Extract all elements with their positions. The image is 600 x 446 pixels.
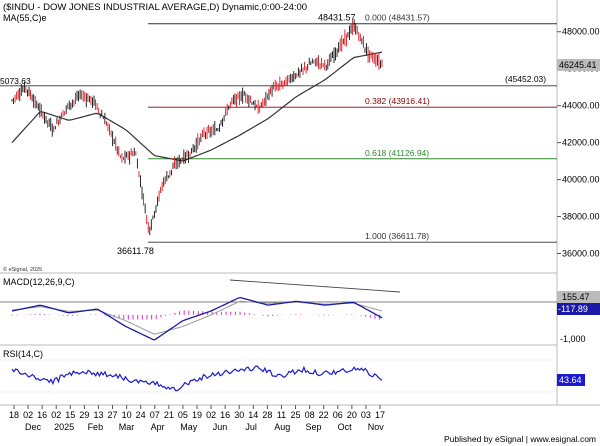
price-ytick-label: 48000.00	[562, 27, 600, 37]
x-tick-label: 27	[108, 410, 118, 420]
macd-value-1-box: 155.47	[557, 291, 600, 303]
x-tick-label: 14	[248, 410, 258, 420]
x-tick-label: 16	[220, 410, 230, 420]
annotation-45073: 5073.63	[0, 76, 31, 86]
price-ytick-label: 36000.00	[562, 249, 600, 259]
macd-line	[11, 296, 383, 341]
fib-label-2: 0.618 (41126.94)	[365, 148, 429, 158]
macd-value-2-box: -117.89	[557, 303, 600, 315]
x-axis: 18 02 16 02 15 29 13 27 10 24 07 21 05 19 02 16 30 14 28 11…	[9, 405, 385, 432]
macd-value-1: 155.47	[562, 292, 590, 302]
x-month-label: Oct	[338, 422, 353, 432]
x-tick-label: 02	[206, 410, 216, 420]
last-price-label: 46245.41	[559, 60, 597, 70]
x-month-label: Nov	[368, 422, 385, 432]
x-month-label: Sep	[305, 422, 321, 432]
x-month-label: May	[180, 422, 198, 432]
x-tick-label: 29	[79, 410, 89, 420]
x-tick-label: 02	[51, 410, 61, 420]
macd-legend: MACD(12,26,9,C)	[3, 277, 75, 287]
x-tick-label: 15	[65, 410, 75, 420]
rsi-value: 43.64	[559, 375, 582, 385]
fib-label-3: 1.000 (36611.78)	[365, 231, 429, 241]
ma-55-line	[11, 51, 383, 162]
x-tick-label: 13	[93, 410, 103, 420]
x-month-label: Mar	[119, 422, 135, 432]
x-tick-label: 03	[361, 410, 371, 420]
x-tick-label: 25	[291, 410, 301, 420]
x-tick-label: 06	[333, 410, 343, 420]
chart-title: ($INDU - DOW JONES INDUSTRIAL AVERAGE,D)…	[3, 2, 307, 13]
macd-value-2: -117.89	[558, 304, 588, 314]
price-annotations: 5073.63 48431.57 36611.78	[0, 13, 356, 256]
macd-histogram	[11, 310, 381, 320]
x-tick-label: 19	[192, 410, 202, 420]
x-tick-label: 05	[178, 410, 188, 420]
macd-signal-line	[11, 300, 383, 335]
x-tick-label: 18	[9, 410, 19, 420]
x-tick-label: 30	[234, 410, 244, 420]
x-month-label: Feb	[88, 422, 104, 432]
x-month-label: Dec	[25, 422, 42, 432]
price-candles	[11, 19, 383, 236]
rsi-value-box: 43.64	[557, 374, 585, 386]
macd-divergence-line	[229, 279, 401, 293]
x-month-label: 2025	[54, 422, 74, 432]
x-month-label: Apr	[151, 422, 165, 432]
annotation-high: 48431.57	[318, 13, 356, 23]
x-tick-label: 02	[23, 410, 33, 420]
level-label-45452: (45452.03)	[505, 74, 546, 84]
x-month-label: Jul	[245, 422, 257, 432]
x-tick-label: 11	[277, 410, 286, 420]
copyright-text: © eSignal, 2025	[3, 266, 42, 273]
x-month-label: Aug	[274, 422, 290, 432]
x-tick-label: 24	[136, 410, 146, 420]
price-ytick-label: 44000.00	[562, 101, 600, 111]
x-tick-label: 08	[305, 410, 315, 420]
footer-text: Published by eSignal | www.esignal.com	[444, 434, 596, 444]
fibonacci-levels: 0.000 (48431.57) 0.382 (43916.41) 0.618 (4…	[148, 13, 557, 243]
macd-ytick: -1,000	[560, 334, 586, 344]
x-month-label: Jun	[213, 422, 228, 432]
annotation-low: 36611.78	[117, 246, 154, 256]
fib-label-0: 0.000 (48431.57)	[365, 13, 430, 23]
last-price-box: 46245.41	[557, 59, 600, 71]
fib-label-1: 0.382 (43916.41)	[365, 96, 430, 106]
x-tick-label: 16	[37, 410, 47, 420]
x-tick-label: 20	[347, 410, 357, 420]
price-ytick-label: 40000.00	[562, 175, 600, 185]
price-panel	[0, 0, 558, 405]
price-ytick-label: 42000.00	[562, 138, 600, 148]
ma-legend: MA(55,C)e	[3, 13, 47, 23]
x-tick-label: 07	[150, 410, 160, 420]
x-tick-label: 21	[164, 410, 174, 420]
rsi-legend: RSI(14,C)	[3, 349, 43, 359]
rsi-line	[11, 365, 383, 392]
x-tick-label: 22	[319, 410, 329, 420]
x-tick-label: 17	[375, 410, 385, 420]
x-tick-label: 28	[262, 410, 272, 420]
x-tick-label: 10	[122, 410, 132, 420]
price-ytick-label: 38000.00	[562, 212, 600, 222]
